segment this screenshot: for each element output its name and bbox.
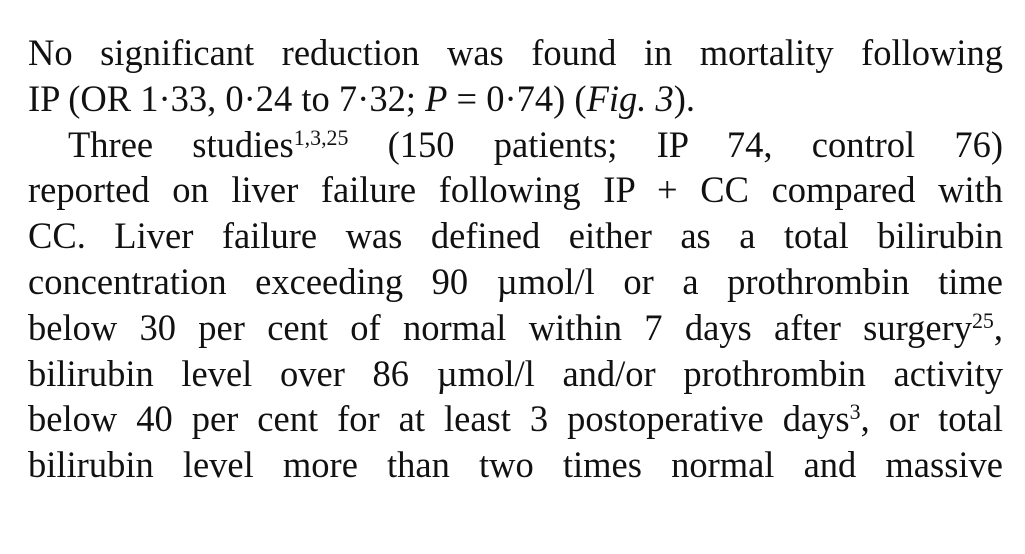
text-line: No significant reduction was found in mo… xyxy=(28,30,1003,76)
line-text: concentration exceeding 90 µmol/l or a p… xyxy=(28,260,1003,302)
line-text: IP (OR 1·33, 0·24 to 7·32; xyxy=(28,77,426,119)
text-line: below 30 per cent of normal within 7 day… xyxy=(28,305,1003,351)
text-line: reported on liver failure following IP +… xyxy=(28,167,1003,213)
text-line: Three studies1,3,25 (150 patients; IP 74… xyxy=(28,122,1003,168)
line-text: , xyxy=(993,306,1003,348)
text-line: below 40 per cent for at least 3 postope… xyxy=(28,396,1003,442)
line-text: , or total xyxy=(860,398,1003,440)
line-text: = 0·74) ( xyxy=(447,77,587,119)
text-line: bilirubin level more than two times norm… xyxy=(28,442,1003,488)
line-text: reported on liver failure following IP +… xyxy=(28,169,1003,211)
line-text: ). xyxy=(673,77,696,119)
line-text: (150 patients; IP 74, control 76) xyxy=(348,123,1003,165)
figure-reference: Fig. 3 xyxy=(586,77,674,119)
line-text: Three studies xyxy=(68,123,294,165)
text-line: bilirubin level over 86 µmol/l and/or pr… xyxy=(28,351,1003,397)
line-text: CC. Liver failure was defined either as … xyxy=(28,215,1003,257)
text-line: IP (OR 1·33, 0·24 to 7·32; P = 0·74) (Fi… xyxy=(28,76,1003,122)
text-line: CC. Liver failure was defined either as … xyxy=(28,213,1003,259)
citation-superscript: 3 xyxy=(849,399,861,425)
line-text: bilirubin level more than two times norm… xyxy=(28,444,1003,486)
p-value-symbol: P xyxy=(425,77,448,119)
line-text: below 40 per cent for at least 3 postope… xyxy=(28,398,850,440)
line-text: No significant reduction was found in mo… xyxy=(28,32,1003,73)
text-line: concentration exceeding 90 µmol/l or a p… xyxy=(28,259,1003,305)
citation-superscript: 1,3,25 xyxy=(293,124,349,150)
line-text: below 30 per cent of normal within 7 day… xyxy=(28,306,972,348)
citation-superscript: 25 xyxy=(971,307,994,333)
line-text: bilirubin level over 86 µmol/l and/or pr… xyxy=(28,352,1003,394)
